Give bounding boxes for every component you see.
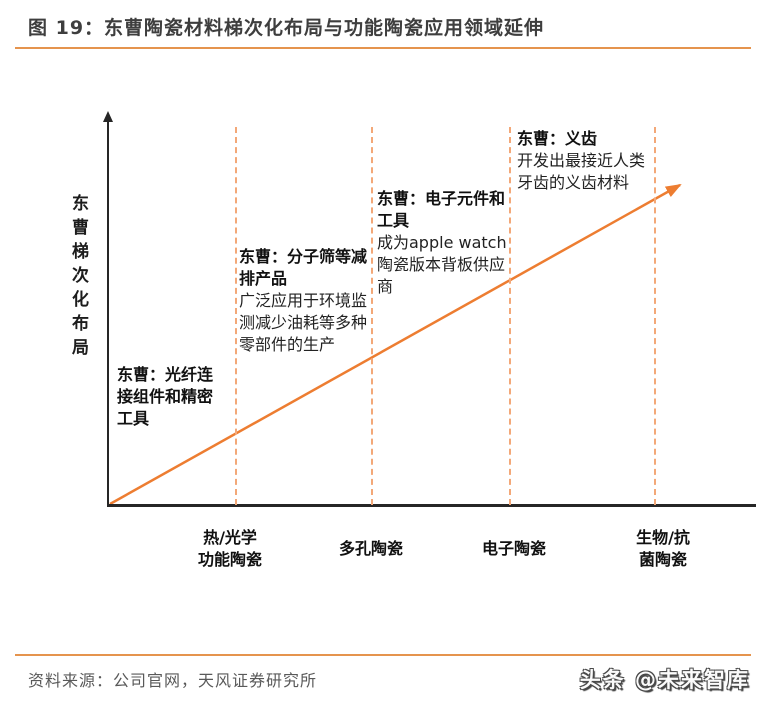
figure-title: 图 19：东曹陶瓷材料梯次化布局与功能陶瓷应用领域延伸 bbox=[28, 17, 545, 39]
annotation-stage-4-desc: 开发出最接近人类 牙齿的义齿材料 bbox=[517, 151, 646, 192]
y-axis-label: 东曹梯次化布局 bbox=[68, 194, 88, 362]
annotation-stage-4-header: 东曹：义齿 bbox=[517, 129, 598, 148]
annotation-stage-1-header: 东曹：光纤连 接组件和精密 工具 bbox=[117, 365, 214, 428]
annotation-stage-1: 东曹：光纤连 接组件和精密 工具 bbox=[117, 364, 219, 430]
stage-divider-1 bbox=[235, 127, 237, 505]
stage-divider-4 bbox=[654, 127, 656, 505]
y-axis-arrowhead-icon bbox=[103, 111, 113, 122]
annotation-stage-2-desc: 广泛应用于环境监 测减少油耗等多种 零部件的生产 bbox=[239, 291, 368, 354]
annotation-stage-2-header: 东曹：分子筛等减 排产品 bbox=[239, 247, 368, 288]
title-divider-line bbox=[15, 47, 751, 49]
x-axis-line bbox=[107, 504, 756, 507]
annotation-stage-4: 东曹：义齿 开发出最接近人类 牙齿的义齿材料 bbox=[517, 128, 669, 194]
y-axis-line bbox=[107, 122, 109, 506]
annotation-stage-3-header: 东曹：电子元件和 工具 bbox=[377, 189, 506, 230]
annotation-stage-3: 东曹：电子元件和 工具 成为apple watch 陶瓷版本背板供应 商 bbox=[377, 188, 513, 298]
annotation-stage-2: 东曹：分子筛等减 排产品 广泛应用于环境监 测减少油耗等多种 零部件的生产 bbox=[239, 246, 373, 356]
stage-divider-2 bbox=[371, 127, 373, 505]
annotation-stage-3-desc: 成为apple watch 陶瓷版本背板供应 商 bbox=[377, 233, 507, 296]
x-category-porous-ceramics: 多孔陶瓷 bbox=[338, 539, 403, 558]
x-category-electronic-ceramics: 电子陶瓷 bbox=[481, 539, 546, 558]
footer-divider-line bbox=[15, 654, 751, 656]
source-text: 资料来源：公司官网，天风证券研究所 bbox=[28, 671, 318, 690]
x-category-bio-antibacterial-ceramics: 生物/抗 菌陶瓷 bbox=[636, 528, 690, 569]
watermark-text: 头条 @未来智库 bbox=[579, 668, 750, 692]
x-category-thermal-optical-ceramics: 热/光学 功能陶瓷 bbox=[197, 528, 262, 569]
stage-divider-3 bbox=[509, 127, 511, 505]
